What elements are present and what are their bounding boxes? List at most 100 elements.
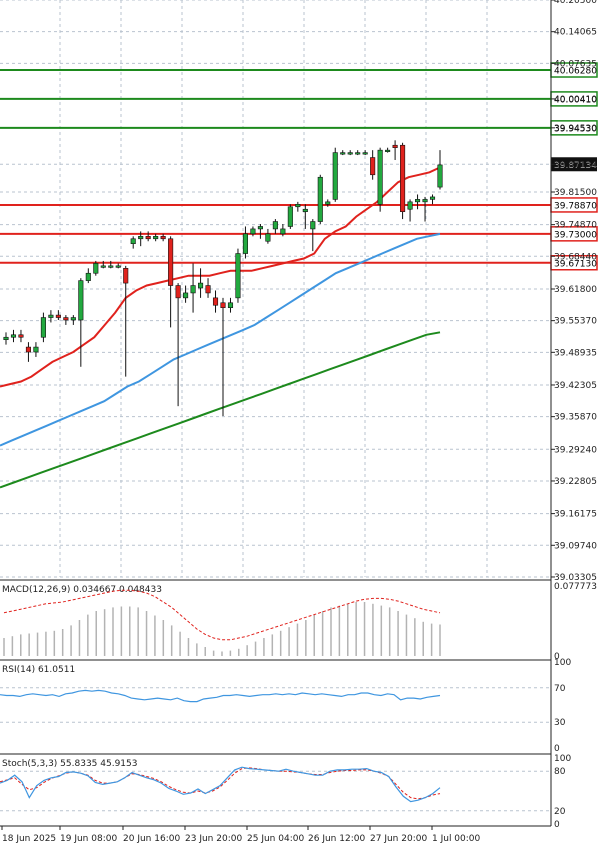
candle-body (33, 346, 39, 353)
candle-body (220, 302, 226, 309)
candle-body (400, 144, 406, 212)
rsi-label: RSI(14) 61.0511 (2, 665, 75, 675)
time-tick-label: 27 Jun 20:00 (370, 834, 427, 844)
candle-body (422, 199, 428, 203)
stoch-tick-label: 0 (554, 820, 560, 830)
candle-body (377, 149, 383, 205)
candle-body (160, 236, 166, 240)
candle-body (212, 297, 219, 306)
candle-body (355, 152, 361, 155)
candle-body (287, 206, 293, 227)
price-tick-label: 39.87134 (554, 160, 597, 170)
price-tick-label: 39.42305 (554, 381, 597, 391)
macd-tick-label: 0.077773 (554, 582, 597, 592)
price-tick-label: 40.07635 (554, 59, 597, 69)
candle-body (108, 265, 114, 268)
time-tick-label: 26 Jun 12:00 (308, 834, 365, 844)
support-resistance-lines: 40.06280 40.00410 39.94530 39.78870 39.73000… (0, 62, 598, 271)
stoch-label: Stoch(5,3,3) 55.8335 45.9153 (2, 759, 137, 769)
time-tick-label: 20 Jun 16:00 (123, 834, 180, 844)
stochastic-panel: Stoch(5,3,3) 55.8335 45.9153 100 80 20 0 (0, 753, 571, 830)
candle-body (302, 208, 308, 212)
candle-body (10, 334, 17, 338)
candle-body (40, 317, 46, 338)
candle-body (325, 201, 331, 205)
candle-body (235, 253, 241, 299)
price-tick-label: 39.09740 (554, 541, 597, 551)
candle-body (55, 314, 61, 318)
resistance-level-label: 39.94530 (554, 124, 597, 134)
resistance-level-label: 40.06280 (554, 67, 597, 77)
current-price-label: 39.87134 (554, 161, 597, 171)
time-tick-label: 1 Jul 00:00 (432, 834, 481, 844)
price-tick-label: 39.74870 (554, 221, 597, 231)
candle-body (295, 204, 301, 208)
candle-body (198, 282, 204, 289)
price-axis: 40.20500 40.14065 40.07635 40.00410 39.94530… (551, 0, 597, 583)
time-tick-label: 23 Jun 20:00 (185, 834, 242, 844)
candle-body (332, 152, 338, 200)
price-tick-label: 39.22805 (554, 477, 597, 487)
candle-body (153, 236, 159, 240)
candle-body (18, 334, 24, 338)
candle-body (123, 268, 129, 284)
candle-body (370, 157, 376, 176)
macd-panel: MACD(12,26,9) 0.034667 0.048433 0.077773 0 (0, 579, 597, 662)
price-grid (0, 0, 551, 578)
candle-body (362, 152, 368, 155)
candle-body (429, 196, 436, 200)
candle-body (78, 280, 84, 321)
candle-body (347, 152, 353, 155)
moving-average-mid-line (0, 232, 441, 447)
candle-body (205, 285, 211, 294)
candle-body (257, 226, 263, 230)
candle-body (242, 233, 248, 254)
moving-averages (0, 166, 441, 489)
macd-tick-label: 0 (554, 652, 560, 662)
time-tick-label: 19 Jun 08:00 (60, 834, 117, 844)
support-level-label: 39.73000 (554, 230, 597, 240)
candle-body (3, 336, 9, 341)
candle-body (70, 317, 76, 321)
rsi-tick-label: 100 (554, 658, 571, 668)
candle-body (175, 285, 181, 299)
price-tick-label: 39.61800 (554, 285, 597, 295)
candle-body (138, 236, 144, 240)
candle-body (272, 221, 278, 230)
price-tick-label: 39.94530 (554, 124, 597, 134)
price-tick-label: 39.16175 (554, 510, 597, 520)
candle-body (317, 176, 323, 222)
candle-body (100, 265, 106, 268)
price-tick-label: 39.55370 (554, 317, 597, 327)
resistance-level-label: 40.00410 (554, 95, 597, 105)
macd-label: MACD(12,26,9) 0.034667 0.048433 (2, 585, 162, 595)
candle-body (250, 228, 256, 235)
stoch-tick-label: 80 (554, 767, 566, 777)
rsi-tick-label: 30 (554, 718, 566, 728)
rsi-tick-label: 70 (554, 684, 566, 694)
candle-body (392, 144, 398, 148)
time-tick-label: 25 Jun 04:00 (247, 834, 304, 844)
price-tick-label: 40.00410 (554, 95, 597, 105)
price-tick-label: 40.20500 (554, 0, 597, 6)
candle-body (280, 228, 286, 235)
price-tick-label: 39.68440 (554, 252, 597, 262)
candle-body (130, 238, 136, 244)
time-tick-label: 18 Jun 2025 (2, 834, 56, 844)
moving-average-fast-line (0, 166, 441, 388)
price-tick-label: 39.81500 (554, 188, 597, 198)
rsi-tick-label: 0 (554, 744, 560, 754)
moving-average-slow-line (0, 331, 441, 489)
candle-body (190, 285, 196, 294)
candle-body (407, 201, 413, 210)
candle-body (265, 233, 271, 242)
rsi-panel: RSI(14) 61.0511 100 70 30 0 (0, 658, 571, 754)
candle-body (85, 272, 91, 281)
candle-body (93, 263, 99, 274)
candle-body (415, 199, 421, 203)
price-tick-label: 39.29240 (554, 445, 597, 455)
time-axis: 18 Jun 2025 19 Jun 08:00 20 Jun 16:00 23 Ju… (0, 825, 551, 844)
candle-body (437, 164, 443, 188)
rsi-line (0, 689, 441, 703)
price-tick-label: 39.03305 (554, 573, 597, 583)
